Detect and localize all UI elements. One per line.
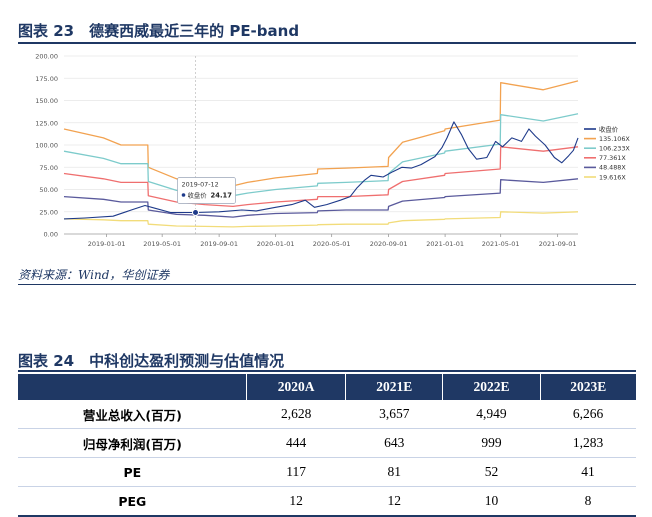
legend-label: 135.106X [599,135,630,143]
figure-23-title: 图表 23 德赛西威最近三年的 PE-band [18,22,300,40]
x-tick-label: 2019-01-01 [88,240,126,248]
legend-label: 19.616X [599,173,626,181]
table-cell: 41 [540,457,636,487]
y-tick-label: 100.00 [35,142,58,150]
table-cell: 81 [345,457,443,487]
y-tick-label: 50.00 [39,186,58,194]
tooltip-box [177,177,236,204]
header-cell [18,374,247,400]
table-cell: 444 [246,428,346,458]
table-cell: 10 [442,486,541,517]
y-tick-label: 75.00 [39,164,58,172]
table-cell: 52 [442,457,541,487]
source-rule [18,284,636,285]
x-tick-label: 2019-05-01 [143,240,181,248]
pe-band-chart: 0.00 25.00 50.00 75.00 100.00 125.00 150.00 175… [18,46,636,255]
table-cell: 999 [442,428,541,458]
table-row: 归母净利润(百万) 444 643 999 1,283 [18,428,636,458]
row-header: 营业总收入(百万) [18,400,247,429]
table-title-rule [18,370,636,372]
figure-24-title: 图表 24 中科创达盈利预测与估值情况 [18,352,285,370]
x-tick-label: 2021-09-01 [539,240,577,248]
figure-23-source: 资料来源：Wind，华创证券 [18,268,170,282]
pe-band-line [63,80,579,187]
x-tick-label: 2021-01-01 [426,240,464,248]
row-header: PE [18,457,247,487]
chart-background [18,46,636,255]
table-cell: 12 [246,486,346,517]
table-cell: 117 [246,457,346,487]
table-cell: 2,628 [246,400,346,429]
title-rule [18,42,636,44]
header-cell: 2021E [345,374,443,400]
y-tick-label: 175.00 [35,75,58,83]
header-cell: 2022E [442,374,541,400]
header-cell: 2023E [539,374,636,400]
table-header-row: 2020A 2021E 2022E 2023E [18,374,636,400]
y-tick-label: 25.00 [39,208,58,216]
forecast-table: 2020A 2021E 2022E 2023E 营业总收入(百万) 2,628 … [18,374,636,517]
pe-band-line [63,113,579,197]
y-tick-label: 200.00 [35,53,58,61]
x-tick-label: 2021-05-01 [482,240,520,248]
legend-label: 77.361X [599,154,626,162]
table-cell: 3,657 [345,400,443,429]
row-header: PEG [18,486,247,517]
pe-band-line [63,146,579,208]
table-cell: 12 [345,486,443,517]
tooltip-label: 收盘价 [188,190,208,199]
table-row: 营业总收入(百万) 2,628 3,657 4,949 6,266 [18,400,636,429]
y-tick-label: 125.00 [35,119,58,127]
x-tick-label: 2019-09-01 [200,240,238,248]
table-cell: 1,283 [540,428,636,458]
tooltip-point [192,208,200,216]
legend-label: 48.488X [599,164,626,172]
x-tick-label: 2020-05-01 [313,240,351,248]
y-tick-label: 150.00 [35,97,58,105]
legend-label: 收盘价 [599,124,619,133]
table-cell: 4,949 [442,400,541,429]
table-row: PE 117 81 52 41 [18,457,636,487]
table-cell: 643 [345,428,443,458]
price-line [63,121,579,220]
pe-band-line [63,211,579,228]
legend-label: 106.233X [599,145,630,153]
row-header: 归母净利润(百万) [18,428,247,458]
table-cell: 6,266 [540,400,636,429]
tooltip-value: 24.17 [211,191,233,199]
x-tick-label: 2020-09-01 [370,240,408,248]
tooltip-date: 2019-07-12 [182,180,219,188]
table-row: PEG 12 12 10 8 [18,486,636,517]
header-cell: 2020A [246,374,346,400]
table-cell: 8 [540,486,636,517]
x-tick-label: 2020-01-01 [257,240,295,248]
y-tick-label: 0.00 [44,231,58,239]
tooltip-marker [181,193,186,197]
pe-band-svg: 0.00 25.00 50.00 75.00 100.00 125.00 150.00 175… [18,46,636,255]
